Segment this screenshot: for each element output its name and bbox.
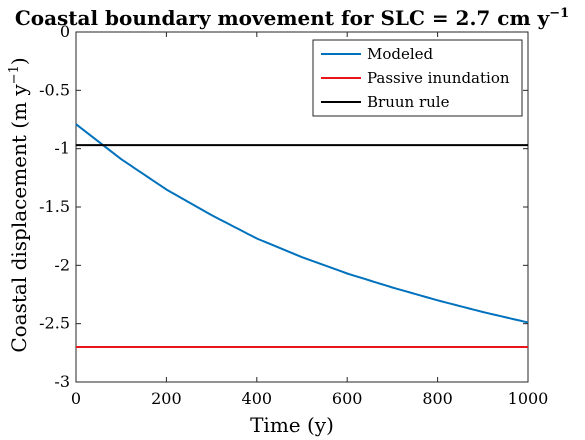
legend: Modeled Passive inundation Bruun rule bbox=[312, 39, 523, 117]
y-tick-label: -0.5 bbox=[39, 80, 70, 99]
y-axis-label: Coastal displacement (m y−1) bbox=[7, 57, 31, 352]
x-tick-label: 0 bbox=[71, 389, 81, 408]
series-line-modeled bbox=[75, 123, 529, 324]
x-tick-label: 400 bbox=[242, 389, 273, 408]
y-tick-label: -1 bbox=[54, 139, 70, 158]
x-tick-label: 200 bbox=[151, 389, 182, 408]
x-axis-label: Time (y) bbox=[250, 413, 334, 437]
y-tick-label: -1.5 bbox=[39, 197, 70, 216]
x-tick-label: 1000 bbox=[508, 389, 549, 408]
legend-label: Bruun rule bbox=[367, 93, 450, 111]
chart-title: Coastal boundary movement for SLC = 2.7 … bbox=[15, 6, 569, 30]
ticks-layer: 0 200 400 600 800 1000 0 -0.5 -1 -1.5 -2 -2.5 -3 bbox=[39, 22, 548, 408]
y-tick-label: -2.5 bbox=[39, 314, 70, 333]
y-tick-label: -3 bbox=[54, 372, 70, 391]
legend-label: Passive inundation bbox=[367, 69, 510, 87]
series-layer bbox=[75, 123, 529, 348]
y-tick-label: 0 bbox=[60, 22, 70, 41]
y-tick-label: -2 bbox=[54, 255, 70, 274]
x-tick-label: 800 bbox=[422, 389, 453, 408]
x-tick-label: 600 bbox=[332, 389, 363, 408]
legend-label: Modeled bbox=[367, 45, 434, 63]
